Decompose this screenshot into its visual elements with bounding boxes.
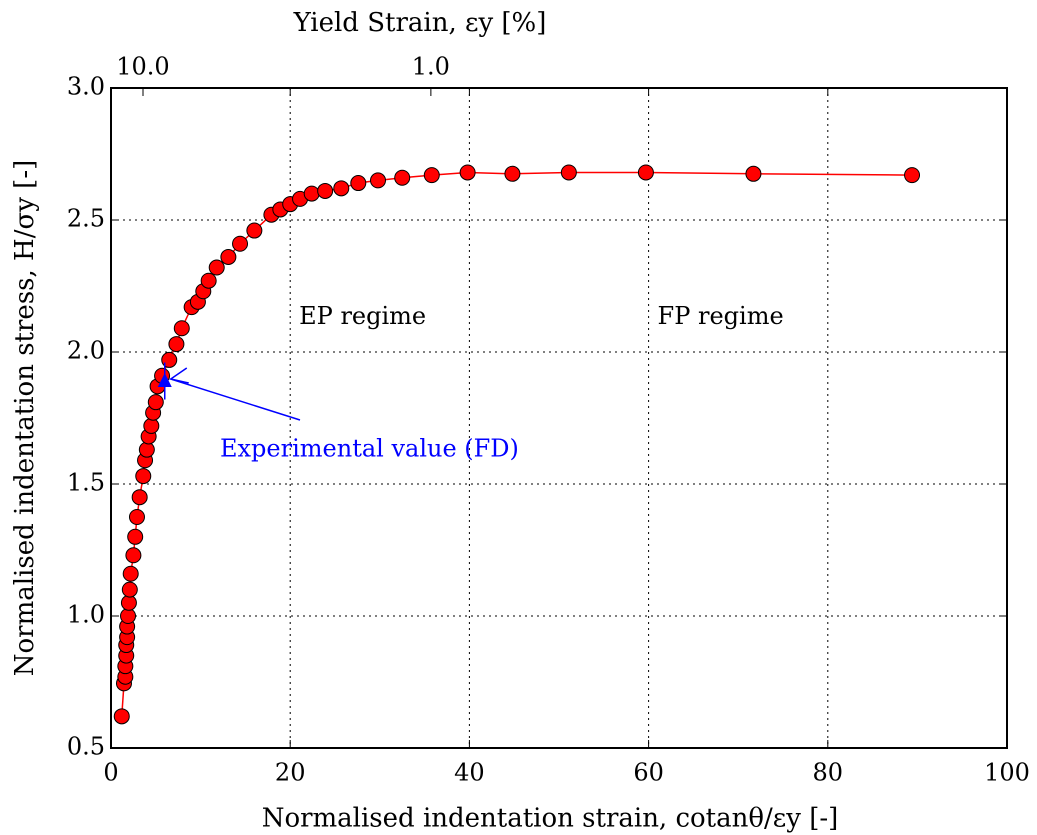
x-tick-label: 0 xyxy=(103,759,118,787)
data-point xyxy=(120,594,137,611)
data-point xyxy=(138,441,155,458)
data-point xyxy=(128,509,145,525)
x-tick-label: 40 xyxy=(454,759,485,787)
x-tick-label: 20 xyxy=(275,759,306,787)
data-point xyxy=(168,336,185,353)
data-point xyxy=(200,272,217,289)
data-point xyxy=(173,320,190,337)
experimental-point xyxy=(157,373,172,388)
data-point xyxy=(317,182,334,199)
x2-axis-label: Yield Strain, εy [%] xyxy=(293,8,547,38)
data-point xyxy=(370,172,387,189)
data-point xyxy=(161,351,178,368)
data-point xyxy=(125,547,142,564)
data-point xyxy=(120,608,137,624)
annotation: EP regime xyxy=(299,302,426,330)
data-point xyxy=(394,169,411,186)
y-tick-label: 2.5 xyxy=(67,205,105,233)
data-point xyxy=(637,164,654,181)
x-tick-label: 60 xyxy=(633,759,664,787)
data-point xyxy=(459,164,476,181)
data-point xyxy=(350,175,367,192)
x-tick-label: 80 xyxy=(813,759,844,787)
data-point xyxy=(904,167,921,184)
x2-tick-label: 10.0 xyxy=(116,53,169,81)
plot-frame xyxy=(110,87,1008,749)
data-point xyxy=(504,165,521,182)
y-tick-label: 1.0 xyxy=(67,601,105,629)
data-point xyxy=(745,165,762,182)
y-tick-label: 2.0 xyxy=(67,337,105,365)
y-tick-label: 1.5 xyxy=(67,469,105,497)
data-point xyxy=(135,468,152,485)
y-tick-label: 0.5 xyxy=(67,733,105,761)
x-axis-label: Normalised indentation strain, cotanθ/εy… xyxy=(262,803,839,833)
data-point xyxy=(220,248,237,265)
data-point xyxy=(560,164,577,181)
data-point xyxy=(333,180,350,197)
y-axis-label: Normalised indentation stress, H/σy [-] xyxy=(10,160,40,677)
data-point xyxy=(303,185,320,202)
annotation: FP regime xyxy=(658,302,784,330)
arrow-head xyxy=(168,367,189,384)
data-point xyxy=(121,581,138,598)
data-point xyxy=(131,489,148,506)
data-point xyxy=(122,565,139,582)
data-point xyxy=(127,528,144,545)
annotation: Experimental value (FD) xyxy=(220,435,519,463)
data-point xyxy=(113,708,130,725)
data-point xyxy=(423,167,440,184)
data-point xyxy=(143,417,160,434)
x-tick-label: 100 xyxy=(984,759,1030,787)
y-tick-label: 3.0 xyxy=(67,73,105,101)
data-point xyxy=(208,259,225,276)
data-point xyxy=(147,394,164,411)
data-point xyxy=(246,222,263,239)
x2-tick-label: 1.0 xyxy=(412,53,450,81)
data-point xyxy=(232,235,249,252)
arrow-line xyxy=(170,378,301,421)
